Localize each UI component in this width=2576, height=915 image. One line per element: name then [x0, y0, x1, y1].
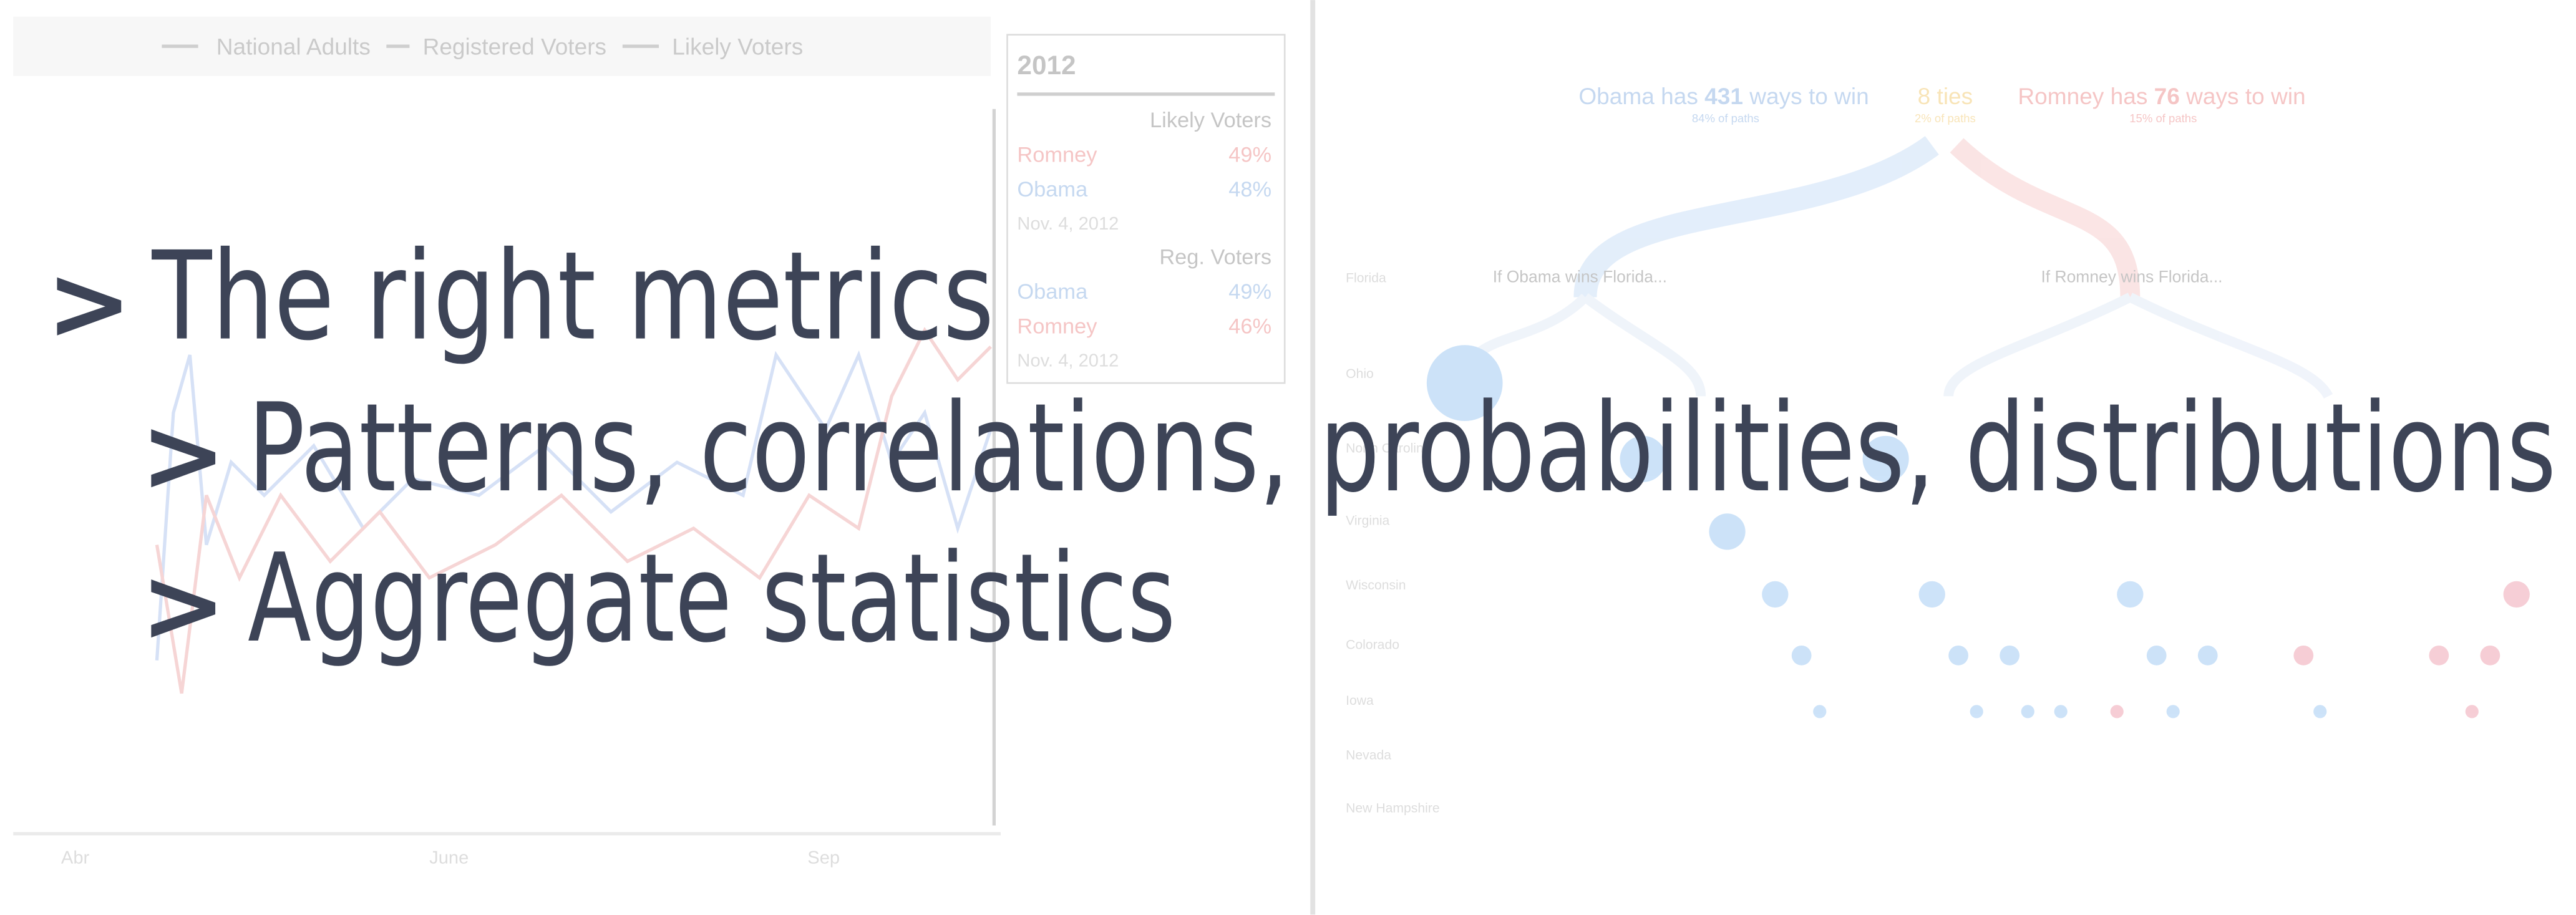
state-label: North Carolina [1346, 441, 1431, 455]
branch-label: If Romney wins Florida... [2041, 268, 2222, 286]
tooltip-name: Obama [1017, 280, 1088, 304]
tooltip-date: Nov. 4, 2012 [1017, 351, 1119, 371]
state-label: Nevada [1346, 748, 1391, 763]
tooltip-value: 49% [1228, 280, 1271, 304]
tooltip-year: 2012 [1017, 51, 1076, 80]
tooltip-value: 46% [1228, 315, 1271, 339]
state-label: Ohio [1346, 367, 1374, 381]
legend-label: National Adults [216, 33, 371, 59]
header-note: 84% of paths [1692, 112, 1759, 125]
bullet-text: Patterns, correlations, probabilities, d… [248, 377, 2556, 520]
x-label: Abr [61, 848, 90, 868]
bullet-text: The right metrics [152, 226, 994, 368]
bullet-text: Aggregate statistics [248, 528, 1175, 670]
win-markers [1426, 345, 2327, 719]
tooltip-heading: Likely Voters [1150, 109, 1271, 132]
tree-branch [1573, 136, 1939, 298]
tooltip-name: Obama [1017, 178, 1088, 201]
tooltip-date: Nov. 4, 2012 [1017, 214, 1119, 234]
legend-label: Likely Voters [672, 33, 803, 59]
state-label: Virginia [1346, 514, 1389, 528]
header-obama: Obama has 431 ways to win [1578, 83, 1869, 109]
x-label: Sep [807, 848, 840, 868]
poll-line [155, 327, 992, 694]
tooltip-value: 49% [1228, 143, 1271, 167]
tooltip [1006, 34, 1286, 384]
header-note: 15% of paths [2129, 112, 2197, 125]
background-screenshots: National Adults Registered Voters Likely… [13, 0, 2530, 915]
bullet-marker: > [46, 244, 132, 363]
tree-branch [1950, 138, 2141, 298]
state-label: New Hampshire [1346, 801, 1440, 815]
state-label: Iowa [1346, 694, 1374, 708]
tooltip-value: 48% [1228, 178, 1271, 201]
tooltip-name: Romney [1017, 315, 1097, 339]
state-label: Wisconsin [1346, 578, 1406, 593]
bullet-marker: > [140, 395, 226, 515]
tooltip-heading: Reg. Voters [1159, 246, 1271, 269]
poll-line [155, 350, 993, 661]
loss-markers [2110, 581, 2530, 719]
state-label: Colorado [1346, 637, 1399, 652]
legend-band [13, 16, 991, 76]
x-label: June [429, 848, 469, 868]
tree-branch [1459, 293, 2333, 399]
bullet-marker: > [140, 546, 226, 665]
header-note: 2% of paths [1915, 112, 1976, 125]
tooltip-name: Romney [1017, 143, 1097, 167]
header-romney: Romney has 76 ways to win [2018, 83, 2305, 109]
header-ties: 8 ties [1918, 83, 1973, 109]
branch-label: If Obama wins Florida... [1493, 268, 1667, 286]
state-label: Florida [1346, 271, 1386, 286]
legend-label: Registered Voters [423, 33, 606, 59]
bullets: > The right metrics > Patterns, correlat… [46, 226, 2556, 670]
